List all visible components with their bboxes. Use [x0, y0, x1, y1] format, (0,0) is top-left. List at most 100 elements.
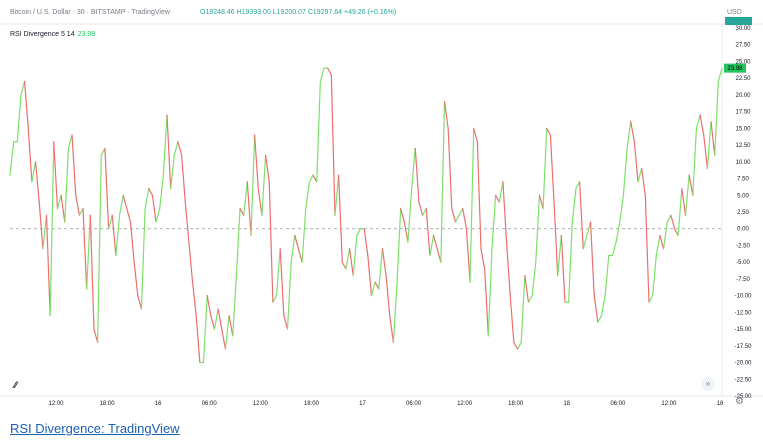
x-tick-label: 18:00 [508, 401, 524, 407]
rsi-line-segment [272, 295, 278, 303]
rsi-line-segment [509, 295, 515, 344]
rsi-line-segment [34, 161, 40, 203]
scroll-to-end-icon[interactable]: » [701, 377, 715, 391]
rsi-line-segment [480, 248, 486, 270]
rsi-line-segment [60, 194, 66, 223]
rsi-line-segment [327, 67, 332, 76]
y-tick-label: 25.00 [735, 59, 751, 65]
rsi-line-segment [633, 141, 639, 183]
x-tick-label: 12:00 [48, 401, 64, 407]
rsi-line-segment [432, 234, 438, 250]
rsi-line-segment [568, 221, 573, 303]
rsi-line-segment [191, 281, 197, 317]
rsi-line-segment [622, 147, 628, 196]
rsi-line-segment [71, 134, 77, 196]
rsi-line-segment [692, 127, 698, 196]
rsi-line-segment [531, 261, 537, 297]
y-tick-label: 30.00 [735, 26, 751, 32]
rsi-line-segment [681, 187, 687, 216]
rsi-line-segment [374, 281, 380, 290]
rsi-line-segment [264, 154, 270, 183]
y-tick-label: 7.50 [737, 177, 749, 183]
rsi-line-segment [695, 114, 701, 129]
rsi-line-segment [498, 181, 504, 203]
rsi-line-segment [666, 214, 672, 223]
rsi-line-segment [604, 254, 610, 297]
rsi-line-segment [246, 181, 252, 237]
rsi-line-segment [389, 315, 394, 344]
y-tick-label: -10.00 [734, 294, 752, 300]
rsi-line-segment [571, 187, 577, 223]
last-value-badge [724, 63, 746, 73]
rsi-line-segment [429, 234, 435, 257]
rsi-line-segment [283, 315, 289, 330]
rsi-line-segment [133, 261, 139, 297]
currency-label[interactable]: USD [727, 9, 742, 16]
rsi-line-segment [542, 127, 548, 210]
rsi-line-segment [294, 234, 300, 250]
rsi-line-segment [177, 141, 183, 156]
rsi-line-segment [557, 234, 562, 277]
rsi-line-segment [644, 194, 650, 303]
rsi-line-segment [261, 154, 267, 216]
rsi-line-segment [257, 187, 263, 216]
rsi-line-segment [155, 208, 161, 223]
rsi-line-segment [148, 187, 153, 196]
rsi-line-segment [82, 208, 88, 290]
rsi-line-segment [385, 274, 391, 317]
rsi-line-segment [527, 295, 533, 303]
x-tick-label: 06:00 [610, 401, 626, 407]
rsi-line-segment [637, 167, 643, 183]
y-tick-label: -20.00 [734, 361, 752, 367]
rsi-line-segment [235, 208, 241, 277]
rsi-line-segment [290, 234, 296, 263]
rsi-line-segment [411, 147, 416, 190]
rsi-line-segment [447, 127, 453, 210]
rsi-line-segment [162, 114, 168, 176]
rsi-line-segment [86, 214, 91, 290]
symbol-title[interactable]: Bitcoin / U.S. Dollar · 30 · BITSTAMP · … [10, 9, 170, 16]
rsi-line-segment [670, 214, 676, 230]
x-tick-label: 18:00 [304, 401, 320, 407]
rsi-line-segment [316, 80, 321, 183]
rsi-line-segment [228, 315, 234, 337]
rsi-line-segment [699, 114, 705, 136]
rsi-line-segment [111, 214, 117, 257]
rsi-line-segment [126, 208, 132, 223]
caption-link[interactable]: RSI Divergence: TradingView [10, 421, 180, 436]
rsi-line-segment [181, 154, 186, 203]
gear-icon[interactable]: ⚙ [735, 396, 744, 407]
rsi-line-segment [535, 194, 541, 263]
x-tick-label: 06:00 [202, 401, 218, 407]
rsi-line-segment [367, 254, 373, 297]
rsi-line-segment [224, 315, 230, 350]
y-tick-label: 0.00 [737, 227, 749, 233]
rsi-line-segment [414, 147, 420, 203]
rsi-line-segment [710, 121, 716, 156]
rsi-line-segment [305, 181, 311, 210]
rsi-line-segment [655, 234, 661, 257]
rsi-line-segment [75, 194, 80, 216]
rsi-line-segment [67, 134, 73, 150]
rsi-line-segment [484, 268, 489, 337]
tradingview-logo-icon[interactable]: ⁄⁄ [14, 380, 18, 390]
rsi-line-segment [97, 154, 102, 344]
rsi-line-segment [221, 328, 227, 350]
rsi-line-segment [104, 147, 110, 230]
x-tick-label: 12:00 [661, 401, 677, 407]
rsi-line-segment [188, 241, 194, 283]
y-tick-label: 20.00 [735, 93, 751, 99]
rsi-line-segment [553, 201, 559, 277]
rsi-line-segment [652, 254, 657, 297]
y-tick-label: -17.50 [734, 344, 752, 350]
chart-header: Bitcoin / U.S. Dollar · 30 · BITSTAMP · … [0, 0, 763, 25]
rsi-line-segment [476, 141, 482, 250]
rsi-line-segment [502, 181, 508, 243]
y-tick-label: 27.50 [735, 43, 751, 49]
rsi-line-segment [586, 221, 592, 237]
rsi-line-segment [630, 121, 635, 143]
indicator-legend[interactable]: RSI Divergence 5 14 23.98 [10, 31, 95, 38]
rsi-line-segment [239, 208, 245, 216]
rsi-line-segment [330, 74, 336, 216]
